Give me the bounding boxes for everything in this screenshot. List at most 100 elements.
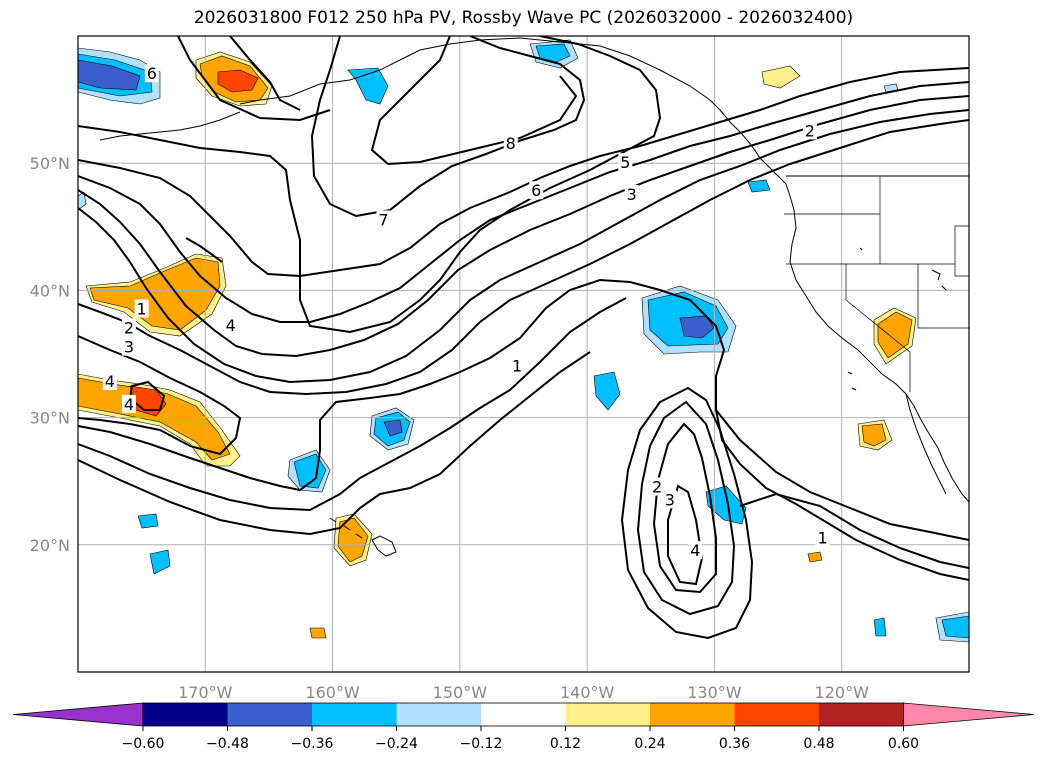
negative-anomaly-region xyxy=(593,371,621,411)
negative-anomaly-region xyxy=(705,485,747,525)
y-axis-ticks: 20°N 30°N 40°N 50°N xyxy=(30,154,70,555)
contour-line-1-south xyxy=(78,278,969,581)
contour-label: 1 xyxy=(818,528,828,547)
aleutians xyxy=(99,111,241,141)
contour-label: 2 xyxy=(805,121,815,140)
contour-line-east-1 xyxy=(715,409,969,541)
contour-label: 6 xyxy=(531,181,541,200)
negative-anomaly-region xyxy=(137,513,159,529)
contour-label-bg xyxy=(624,185,639,203)
contour-line-sw-1 xyxy=(78,351,591,536)
x-tick-label: 150°W xyxy=(433,683,488,702)
islands xyxy=(847,247,947,391)
contour-label: 3 xyxy=(665,490,675,509)
contour-label: 3 xyxy=(627,185,637,204)
contour-line-0 xyxy=(78,297,627,512)
state-borders xyxy=(784,176,969,392)
y-tick-label: 30°N xyxy=(30,409,70,428)
colorbar-tick-label: 0.36 xyxy=(719,736,750,752)
colorbar-tick-label: −0.12 xyxy=(460,736,503,752)
gridlines xyxy=(78,36,969,672)
contour-label: 2 xyxy=(652,478,662,497)
positive-anomaly-region xyxy=(861,423,887,447)
alaska-coastline xyxy=(239,37,721,111)
contour-label-bg xyxy=(144,64,159,83)
contour-label-bg xyxy=(121,394,136,413)
colorbar-frame xyxy=(142,702,904,727)
colorbar-tick-label: −0.36 xyxy=(291,736,334,752)
negative-anomaly-region xyxy=(535,43,571,63)
coastlines xyxy=(99,37,969,557)
contour-label-bg xyxy=(688,541,703,560)
contour-label: 4 xyxy=(105,372,115,391)
colorbar-segment xyxy=(650,703,735,726)
negative-anomaly-region xyxy=(149,549,171,575)
contour-label: 2 xyxy=(124,319,134,338)
x-axis-ticks: 170°W 160°W 150°W 140°W 130°W 120°W xyxy=(178,683,869,702)
contour-closed-4-inner xyxy=(667,484,704,586)
colorbar-extend-min xyxy=(12,702,144,727)
contour-label: 4 xyxy=(124,395,134,414)
positive-anomaly-region xyxy=(89,257,221,331)
contour-line-3 xyxy=(78,109,969,384)
contour-line-arc xyxy=(185,237,223,263)
colorbar-extend-max xyxy=(903,702,1035,727)
contour-line-7-inner xyxy=(310,36,586,218)
contour-line-4 xyxy=(78,95,969,358)
contour-label: 4 xyxy=(690,541,700,560)
negative-anomaly-region xyxy=(78,59,141,91)
positive-anomaly-region xyxy=(217,69,259,93)
contour-label-bg xyxy=(815,528,830,547)
contour-line-1 xyxy=(78,335,242,456)
x-tick-label: 160°W xyxy=(305,683,360,702)
contour-line-7 xyxy=(78,36,662,334)
contour-label: 6 xyxy=(147,64,157,83)
x-tick-label: 130°W xyxy=(687,683,742,702)
contour-line-2 xyxy=(78,119,969,396)
negative-anomaly-region xyxy=(347,67,389,105)
contour-label-bg xyxy=(529,181,544,200)
contour-label-bg xyxy=(121,318,136,337)
x-tick-label: 170°W xyxy=(178,683,233,702)
contour-label: 3 xyxy=(124,338,134,357)
colorbar-tick-label: 0.60 xyxy=(888,736,919,752)
colorbar-tick-label: −0.60 xyxy=(122,736,165,752)
contour-label: 1 xyxy=(137,299,147,318)
contour-label: 8 xyxy=(506,134,516,153)
positive-anomaly-region xyxy=(337,517,369,563)
contour-label-bg xyxy=(223,316,238,335)
contour-closed-3 xyxy=(636,400,736,616)
contour-label: 5 xyxy=(620,153,630,172)
colorbar-segment xyxy=(227,703,312,726)
colorbar: −0.60 −0.48 −0.36 −0.24 −0.12 0.12 0.24 0.36 0.4… xyxy=(12,702,1035,752)
contour-label-bg xyxy=(102,371,117,390)
contour-label-bg xyxy=(121,337,136,356)
positive-anomaly-region xyxy=(309,627,327,639)
contour-label-bg xyxy=(802,121,817,140)
negative-anomaly-region xyxy=(873,617,887,637)
contour-label-bg xyxy=(376,210,391,229)
contour-closed-2 xyxy=(620,386,754,640)
hawaii-islands xyxy=(329,517,397,557)
colorbar-tick-label: 0.24 xyxy=(634,736,665,752)
positive-anomaly-region xyxy=(807,551,823,563)
na-coastline xyxy=(719,109,969,503)
contour-label: 7 xyxy=(378,210,388,229)
colorbar-tick-label: 0.48 xyxy=(803,736,834,752)
plot-frame xyxy=(77,35,970,673)
contour-line-6-nw xyxy=(229,36,301,111)
colorbar-segment xyxy=(312,703,397,726)
colorbar-segment xyxy=(481,703,566,726)
colorbar-segment xyxy=(143,703,228,726)
y-tick-label: 20°N xyxy=(30,536,70,555)
positive-anomaly-region xyxy=(761,65,801,89)
contour-line-6-nw xyxy=(177,36,331,122)
negative-anomaly-region xyxy=(941,615,969,639)
negative-anomaly-region xyxy=(747,179,771,193)
pv-anomaly-shading xyxy=(78,39,969,643)
colorbar-tick-label: −0.48 xyxy=(206,736,249,752)
x-tick-label: 140°W xyxy=(560,683,615,702)
